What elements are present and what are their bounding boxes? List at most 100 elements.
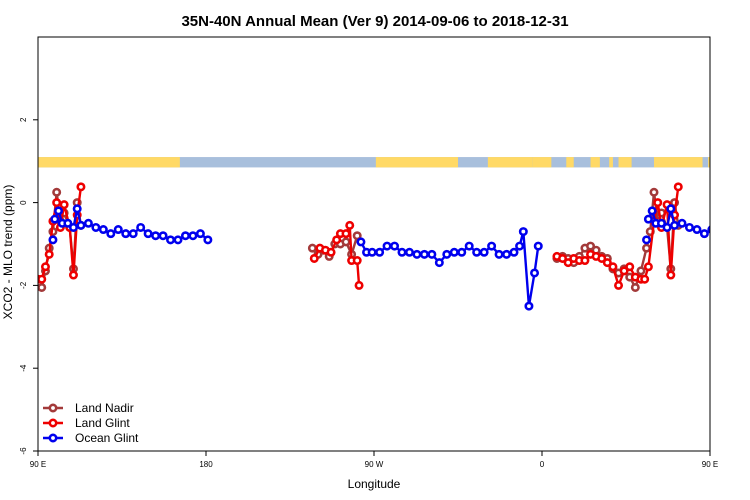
- series-1-point-31: [597, 253, 607, 263]
- legend-marker-1: [48, 418, 58, 428]
- y-tick-label-4: 2: [19, 117, 28, 122]
- legend-label-1: Land Glint: [75, 416, 130, 430]
- land-band-1: [62, 157, 180, 168]
- series-2-point-30: [397, 247, 407, 257]
- series-1-point-18: [341, 229, 351, 239]
- plot-frame: [37, 36, 711, 452]
- series-2-point-34: [427, 249, 437, 259]
- x-tick-label-0: 90 E: [30, 460, 46, 469]
- land-band-9: [654, 157, 703, 168]
- series-1-point-28: [580, 256, 590, 266]
- series-2-point-55: [662, 222, 672, 232]
- series-2-point-64: [724, 230, 730, 236]
- series-2-point-36: [442, 249, 452, 259]
- series-2-point-58: [677, 218, 687, 228]
- series-2-point-43: [494, 249, 504, 259]
- ocean-band: [38, 157, 710, 168]
- x-tick-label-3: 0: [540, 460, 545, 469]
- series-2-point-42: [487, 241, 497, 251]
- series-2-point-60: [692, 225, 702, 235]
- series-2-point-65: [731, 224, 737, 230]
- y-axis-label: XCO2 - MLO trend (ppm): [1, 185, 15, 320]
- series-1-point-9: [68, 270, 78, 280]
- series-2-point-57: [670, 220, 680, 230]
- series-2-point-15: [143, 229, 153, 239]
- series-2-point-50: [533, 241, 543, 251]
- series-2-point-44: [502, 249, 512, 259]
- chart-title: 35N-40N Annual Mean (Ver 9) 2014-09-06 t…: [181, 13, 568, 30]
- series-1-point-32: [602, 258, 612, 268]
- series-1-point-34: [614, 280, 624, 290]
- series-1-point-7: [59, 200, 69, 210]
- x-axis: 90 E 180 90 W 0 90 E: [30, 451, 718, 469]
- series-1-point-2: [40, 262, 50, 272]
- y-tick-label-0: -6: [19, 447, 28, 455]
- series-2-point-14: [136, 222, 146, 232]
- series-1-point-35: [619, 266, 629, 276]
- series-2-point-22: [195, 229, 205, 239]
- series-2-point-18: [166, 235, 176, 245]
- land-band-5: [566, 157, 574, 168]
- series-2-point-59: [684, 222, 694, 232]
- series-2-point-52: [647, 206, 657, 216]
- series-0-point-0: [38, 282, 47, 292]
- series-2-point-61: [699, 229, 709, 239]
- series-2-point-67: [746, 233, 750, 239]
- series-1-point-33: [608, 262, 618, 272]
- series-2-point-1: [54, 206, 64, 216]
- series-0-point-36: [642, 243, 652, 253]
- series-1-point-19: [345, 220, 355, 230]
- series-2-point-4: [68, 222, 78, 232]
- series-1-point-3: [44, 249, 54, 259]
- series-2-point-6: [76, 220, 86, 230]
- series-2-point-29: [390, 241, 400, 251]
- y-tick-label-2: -2: [19, 281, 28, 289]
- series-2-point-20: [180, 231, 190, 241]
- series-1-point-21: [352, 256, 362, 266]
- series-2-point-21: [188, 231, 198, 241]
- land-band-7: [609, 157, 613, 168]
- series-2-point-7: [83, 218, 93, 228]
- legend-label-2: Ocean Glint: [75, 431, 139, 445]
- legend-marker-2: [48, 433, 58, 443]
- series-2-point-46: [515, 241, 525, 251]
- series-2-point-47: [518, 227, 528, 237]
- series-1-point-22: [354, 280, 364, 290]
- series-0-point-35: [636, 266, 646, 276]
- y-tick-label-1: -4: [19, 364, 28, 372]
- series-2-point-66: [739, 230, 745, 236]
- y-tick-label-3: 0: [19, 200, 28, 205]
- series-1-point-36: [625, 262, 635, 272]
- series-2-point-39: [464, 241, 474, 251]
- series-1-point-1: [38, 274, 47, 284]
- x-tick-label-1: 180: [199, 460, 213, 469]
- series-1-point-5: [52, 198, 62, 208]
- series-2-point-23: [203, 235, 213, 245]
- series-2-point-26: [367, 247, 377, 257]
- series-2-point-9: [98, 225, 108, 235]
- land-sea-strip: [38, 157, 710, 168]
- series-2-point-54: [656, 218, 666, 228]
- series-2-point-3: [63, 218, 73, 228]
- series-2-point-13: [128, 229, 138, 239]
- series-2-point-32: [412, 249, 422, 259]
- series-layer: [38, 182, 750, 311]
- land-band-6: [590, 157, 600, 168]
- series-2-point-28: [382, 241, 392, 251]
- land-band-10: [708, 157, 710, 168]
- series-2-point-24: [356, 237, 366, 247]
- series-0-point-17: [341, 237, 351, 247]
- x-tick-label-2: 90 W: [365, 460, 384, 469]
- series-2-point-10: [106, 229, 116, 239]
- x-tick-label-4: 90 E: [702, 460, 718, 469]
- series-2-point-5: [72, 204, 82, 214]
- series-2-point-0: [50, 214, 60, 224]
- legend-marker-0: [48, 403, 58, 413]
- series-1-point-25: [563, 258, 573, 268]
- y-axis: -6 -4 -2 0 2: [19, 117, 38, 455]
- series-2-point-33: [419, 249, 429, 259]
- series-2-point-27: [375, 247, 385, 257]
- series-0-point-34: [630, 282, 640, 292]
- land-band-3: [487, 157, 533, 168]
